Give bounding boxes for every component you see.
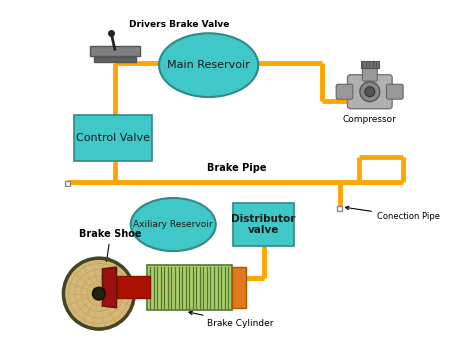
Text: Main Reservoir: Main Reservoir (167, 60, 250, 70)
Circle shape (365, 87, 375, 97)
Ellipse shape (131, 198, 216, 251)
Bar (65, 181, 70, 186)
Text: Control Valve: Control Valve (76, 133, 150, 143)
FancyBboxPatch shape (90, 46, 139, 56)
FancyBboxPatch shape (146, 265, 232, 310)
Text: Axiliary Reservoir: Axiliary Reservoir (133, 220, 213, 229)
FancyBboxPatch shape (336, 84, 353, 99)
Text: Distributor
valve: Distributor valve (231, 214, 296, 235)
Text: Brake Shoe: Brake Shoe (79, 229, 142, 261)
FancyBboxPatch shape (74, 115, 152, 161)
Polygon shape (102, 267, 117, 308)
FancyBboxPatch shape (117, 276, 150, 298)
Circle shape (360, 82, 380, 102)
Circle shape (92, 287, 105, 300)
Ellipse shape (159, 33, 258, 97)
FancyBboxPatch shape (386, 84, 403, 99)
Text: Conection Pipe: Conection Pipe (346, 206, 440, 221)
FancyBboxPatch shape (234, 203, 294, 246)
Text: Compressor: Compressor (343, 115, 397, 124)
FancyBboxPatch shape (363, 64, 377, 81)
Text: Brake Cylinder: Brake Cylinder (189, 311, 273, 327)
Text: Brake Pipe: Brake Pipe (207, 163, 267, 173)
FancyBboxPatch shape (361, 61, 379, 67)
Bar (337, 206, 342, 211)
FancyBboxPatch shape (232, 267, 246, 308)
FancyBboxPatch shape (347, 75, 392, 109)
FancyBboxPatch shape (93, 57, 136, 62)
Text: Drivers Brake Valve: Drivers Brake Valve (129, 20, 229, 29)
Circle shape (64, 258, 134, 329)
